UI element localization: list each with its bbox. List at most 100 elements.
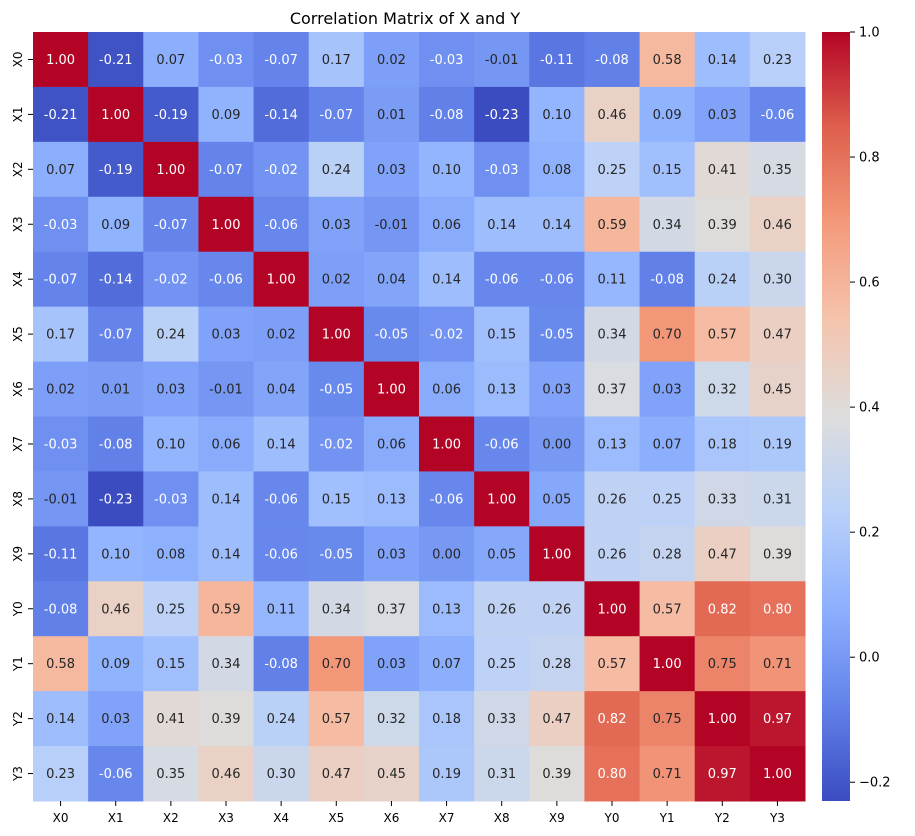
heatmap-cell <box>419 581 475 637</box>
cell-value-label: 0.03 <box>156 383 185 398</box>
cell-value-label: -0.01 <box>485 53 519 68</box>
cell-value-label: 0.75 <box>708 657 737 672</box>
heatmap-cell <box>749 141 806 198</box>
cell-value-label: -0.07 <box>99 328 133 343</box>
heatmap-cell <box>33 251 89 308</box>
heatmap-cell <box>584 32 641 88</box>
y-tick-label: X0 <box>11 52 25 68</box>
heatmap-cell <box>639 86 696 143</box>
cell-value-label: 0.19 <box>763 437 792 452</box>
x-tick-label: Y3 <box>769 811 785 825</box>
colorbar-tick-label: 0.8 <box>859 151 880 166</box>
cell-value-label: -0.06 <box>264 492 298 507</box>
cell-value-label: -0.08 <box>650 273 684 288</box>
cell-value-label: 0.97 <box>708 767 737 782</box>
heatmap-cell <box>198 581 255 637</box>
heatmap-cell <box>529 636 585 692</box>
heatmap-cell <box>529 32 585 88</box>
cell-value-label: -0.19 <box>99 163 133 178</box>
heatmap-cell <box>88 746 144 802</box>
heatmap-cell <box>143 636 199 692</box>
cell-value-label: 0.41 <box>156 712 185 727</box>
heatmap-cell <box>749 416 806 472</box>
cell-value-label: 0.23 <box>763 53 792 68</box>
cell-value-label: 0.07 <box>432 657 461 672</box>
cell-value-label: -0.03 <box>430 53 464 68</box>
cell-value-label: -0.06 <box>209 273 243 288</box>
cell-value-label: 0.26 <box>487 602 516 617</box>
cell-value-label: 0.03 <box>542 383 571 398</box>
heatmap-cell <box>584 691 641 747</box>
heatmap-cell <box>88 141 144 198</box>
cell-value-label: 0.09 <box>212 108 241 123</box>
heatmap-cell <box>33 32 89 88</box>
heatmap-cell <box>363 251 420 308</box>
heatmap-cell <box>749 526 806 582</box>
cell-value-label: 0.97 <box>763 712 792 727</box>
cell-value-label: 0.02 <box>267 328 296 343</box>
cell-value-label: 1.00 <box>487 492 516 507</box>
x-tick-label: X7 <box>439 811 455 825</box>
heatmap-cell <box>88 361 144 417</box>
heatmap-cell <box>529 526 585 582</box>
cell-value-label: 0.31 <box>487 767 516 782</box>
cell-value-label: -0.07 <box>319 108 353 123</box>
heatmap-cell <box>363 32 420 88</box>
cell-value-label: 0.15 <box>156 657 185 672</box>
cell-value-label: -0.06 <box>485 273 519 288</box>
cell-value-label: -0.08 <box>264 657 298 672</box>
heatmap-cell <box>253 746 310 802</box>
cell-value-label: -0.03 <box>44 218 78 233</box>
heatmap-cell <box>474 306 530 363</box>
cell-value-label: 0.04 <box>377 273 406 288</box>
cell-value-label: 0.14 <box>708 53 737 68</box>
heatmap-cell <box>363 416 420 472</box>
cell-value-label: -0.05 <box>319 383 353 398</box>
cell-value-label: 0.45 <box>763 383 792 398</box>
heatmap-cell <box>474 86 530 143</box>
heatmap-cell <box>474 746 530 802</box>
heatmap-cell <box>474 141 530 198</box>
heatmap-cell <box>88 636 144 692</box>
cell-value-label: 0.47 <box>708 547 737 562</box>
heatmap-cell <box>198 251 255 308</box>
cell-value-label: -0.03 <box>44 437 78 452</box>
x-tick-label: X5 <box>328 811 344 825</box>
y-tick-label: X9 <box>11 546 25 562</box>
cell-value-label: 0.25 <box>156 602 185 617</box>
cell-value-label: -0.05 <box>319 547 353 562</box>
cell-value-label: 1.00 <box>46 53 75 68</box>
cell-value-label: 0.41 <box>708 163 737 178</box>
heatmap-cell <box>253 471 310 527</box>
heatmap-cell <box>143 581 199 637</box>
y-tick-label: X6 <box>11 381 25 397</box>
heatmap-cell <box>474 691 530 747</box>
cell-value-label: 0.14 <box>487 218 516 233</box>
cell-value-label: 0.02 <box>322 273 351 288</box>
y-tick-label: Y3 <box>11 766 25 782</box>
heatmap-cell <box>253 691 310 747</box>
cell-value-label: 0.82 <box>598 712 627 727</box>
cell-value-label: 0.47 <box>322 767 351 782</box>
heatmap-cell <box>363 636 420 692</box>
x-tick-label: Y2 <box>714 811 730 825</box>
heatmap-cell <box>749 306 806 363</box>
heatmap-cell <box>33 196 89 253</box>
cell-value-label: 0.11 <box>598 273 627 288</box>
cell-value-label: 1.00 <box>267 273 296 288</box>
heatmap-cell <box>143 691 199 747</box>
heatmap-cell <box>639 306 696 363</box>
heatmap-cell <box>308 581 365 637</box>
cell-value-label: 0.80 <box>763 602 792 617</box>
cell-value-label: 0.02 <box>377 53 406 68</box>
colorbar-tick-label: 0.2 <box>859 526 880 541</box>
heatmap-cell <box>749 471 806 527</box>
cell-value-label: -0.01 <box>44 492 78 507</box>
heatmap-cell <box>529 86 585 143</box>
cell-value-label: 0.25 <box>487 657 516 672</box>
heatmap-cell <box>639 141 696 198</box>
y-tick-label: X1 <box>11 106 25 122</box>
cell-value-label: 0.09 <box>653 108 682 123</box>
heatmap-cell <box>749 361 806 417</box>
cell-value-label: 0.08 <box>542 163 571 178</box>
